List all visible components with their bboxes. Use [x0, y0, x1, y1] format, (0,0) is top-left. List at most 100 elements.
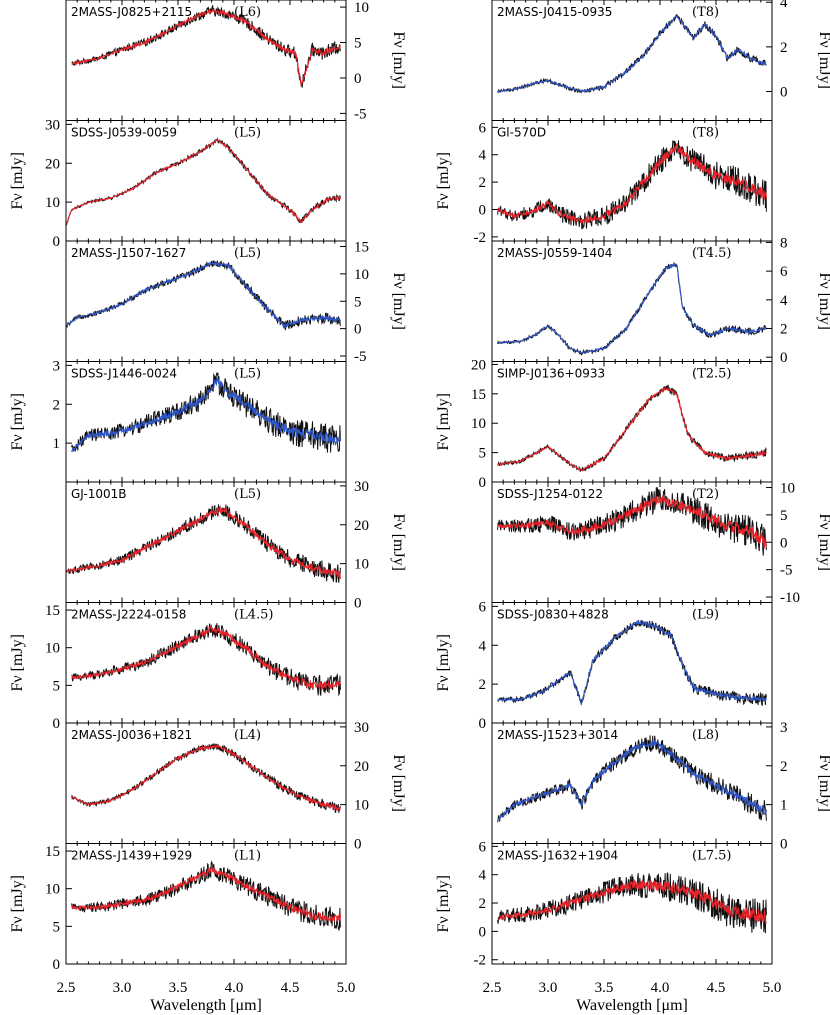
- spectrum-panel: 20 15 10 5 0 Fν [mJy] SIMP-J0136+0933 (T2.5): [435, 357, 773, 491]
- y-axis-title: Fν [mJy]: [816, 755, 830, 812]
- observed-spectrum-line: [66, 260, 341, 331]
- right-xtick-label: 3.5: [595, 980, 614, 996]
- left-xtick-label: 4.0: [225, 980, 244, 996]
- y-tick-label: 8: [780, 235, 788, 251]
- spectral-type-label: (T4.5): [692, 246, 732, 261]
- y-axis-title: Fν [mJy]: [816, 32, 830, 89]
- object-name-label: SDSS-J1446-0024: [71, 367, 177, 381]
- observed-spectrum-line: [71, 860, 341, 931]
- y-tick-label: 2: [780, 322, 788, 338]
- left-xtick-label: 4.5: [281, 980, 300, 996]
- panel-frame: [65, 843, 347, 965]
- left-x-axis-title: Wavelength [μm]: [150, 997, 262, 1014]
- y-tick-label: 4: [479, 148, 487, 164]
- right-xtick-label: 2.5: [483, 980, 502, 996]
- y-tick-label: 30: [45, 117, 60, 133]
- y-tick-label: 0: [479, 475, 487, 491]
- model-spectrum-line: [497, 619, 767, 706]
- y-tick-label: 10: [354, 798, 369, 814]
- right-x-axis: 2.5 3.0 3.5 4.0 4.5 5.0 Wavelength [μm]: [483, 980, 782, 1014]
- y-tick-label: 5: [479, 446, 487, 462]
- y-tick-label: 5: [53, 678, 61, 694]
- observed-spectrum-line: [71, 623, 341, 697]
- y-tick-label: 0: [479, 716, 487, 732]
- spectrum-panel: 15 10 5 0 Fν [mJy] 2MASS-J2224-0158 (L4.5): [9, 602, 347, 732]
- y-tick-label: 15: [45, 844, 60, 860]
- spectral-type-label: (L5): [234, 487, 261, 502]
- left-xtick-label: 3.0: [113, 980, 132, 996]
- object-name-label: SDSS-J0539-0059: [71, 126, 177, 140]
- y-tick-label: 4: [479, 638, 487, 654]
- object-name-label: 2MASS-J0825+2115: [71, 5, 192, 19]
- y-tick-label: 10: [780, 480, 795, 496]
- object-name-label: SDSS-J0830+4828: [497, 608, 609, 622]
- model-spectrum-line: [497, 262, 767, 354]
- y-tick-label: -5: [354, 106, 367, 122]
- y-axis-title: Fν [mJy]: [816, 273, 830, 330]
- spectrum-panel: 10 5 0 -5 Fν [mJy] 2MASS-J0825+2115 (L6): [65, 0, 407, 122]
- y-tick-label: 10: [45, 641, 60, 657]
- y-tick-label: 15: [354, 239, 369, 255]
- y-tick-label: 4: [780, 293, 788, 309]
- y-tick-label: 15: [45, 603, 60, 619]
- y-tick-label: 2: [479, 677, 487, 693]
- model-spectrum-line: [66, 505, 341, 579]
- object-name-label: SIMP-J0136+0933: [497, 367, 605, 381]
- spectrum-panel: 6 4 2 0 -2 Fν [mJy] 2MASS-J1632+1904 (L7.5): [435, 839, 773, 969]
- y-tick-label: 15: [471, 387, 486, 403]
- spectral-type-label: (L5): [234, 126, 261, 141]
- y-tick-label: 2: [780, 40, 788, 56]
- y-tick-label: 0: [780, 837, 788, 853]
- y-axis-title: Fν [mJy]: [435, 393, 452, 450]
- panel-frame: [491, 843, 773, 965]
- y-tick-label: 30: [354, 720, 369, 736]
- model-spectrum-line: [497, 495, 767, 550]
- spectral-type-label: (L5): [234, 246, 261, 261]
- y-axis-title: Fν [mJy]: [9, 393, 26, 450]
- spectrum-panel: 15 10 5 0 -5 Fν [mJy] 2MASS-J1507-1627 (L5): [65, 239, 407, 365]
- object-name-label: 2MASS-J1523+3014: [497, 728, 618, 742]
- right-x-axis-title: Wavelength [μm]: [576, 997, 688, 1014]
- right-xtick-label: 4.5: [707, 980, 726, 996]
- y-tick-label: 5: [780, 508, 788, 524]
- spectral-type-label: (L5): [234, 367, 261, 382]
- spectral-type-label: (L9): [692, 608, 719, 623]
- model-spectrum-line: [497, 142, 767, 224]
- observed-spectrum-line: [71, 371, 341, 453]
- observed-spectrum-line: [71, 4, 341, 88]
- y-tick-label: 1: [53, 436, 61, 452]
- spectrum-panel: 15 10 5 0 Fν [mJy] 2MASS-J1439+1929 (L1): [9, 843, 347, 973]
- spectral-type-label: (T2.5): [692, 367, 732, 382]
- y-tick-label: 20: [354, 759, 369, 775]
- y-axis-title: Fν [mJy]: [390, 273, 407, 330]
- object-name-label: 2MASS-J0415-0935: [497, 5, 612, 19]
- model-spectrum-line: [497, 739, 767, 821]
- y-tick-label: 10: [354, 267, 369, 283]
- y-tick-label: 0: [354, 322, 362, 338]
- y-axis-title: Fν [mJy]: [390, 514, 407, 571]
- y-tick-label: 10: [354, 0, 369, 16]
- object-name-label: 2MASS-J0036+1821: [71, 728, 192, 742]
- y-tick-label: 6: [780, 264, 788, 280]
- object-name-label: 2MASS-J2224-0158: [71, 608, 186, 622]
- y-tick-label: 10: [45, 882, 60, 898]
- y-tick-label: 5: [53, 919, 61, 935]
- y-tick-label: 10: [45, 195, 60, 211]
- y-tick-label: -2: [474, 953, 487, 969]
- spectrum-panel: 10 5 0 -5 -10 Fν [mJy] SDSS-J1254-0122 (T2): [491, 480, 830, 606]
- y-tick-label: -5: [354, 349, 367, 365]
- y-axis-title: Fν [mJy]: [390, 32, 407, 89]
- left-xtick-label: 5.0: [337, 980, 356, 996]
- y-tick-label: 0: [479, 924, 487, 940]
- y-tick-label: 3: [780, 720, 788, 736]
- y-tick-label: 0: [354, 596, 362, 612]
- observed-spectrum-line: [497, 262, 767, 356]
- spectrum-panel: 8 6 4 2 0 Fν [mJy] 2MASS-J0559-1404 (T4.5): [491, 235, 830, 366]
- y-tick-label: 2: [479, 175, 487, 191]
- model-spectrum-line: [66, 139, 341, 227]
- object-name-label: SDSS-J1254-0122: [497, 487, 603, 501]
- y-tick-label: 0: [780, 84, 788, 100]
- spectral-type-label: (L4): [234, 728, 261, 743]
- y-tick-label: 30: [354, 479, 369, 495]
- y-axis-title: Fν [mJy]: [816, 514, 830, 571]
